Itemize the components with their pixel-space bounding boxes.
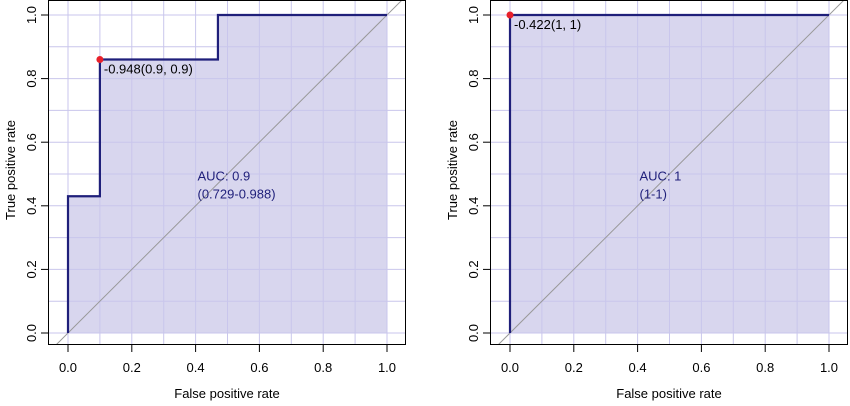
y-tick-label: 0.0 — [466, 324, 481, 342]
y-axis-label: True positive rate — [3, 120, 18, 220]
threshold-point — [506, 11, 514, 19]
auc-ci-label: (1-1) — [640, 186, 667, 201]
auc-ci-label: (0.729-0.988) — [198, 186, 276, 201]
threshold-label: -0.422(1, 1) — [514, 17, 581, 32]
x-tick-label: 0.0 — [59, 360, 77, 375]
diagonal-line — [55, 0, 403, 345]
plot-frame — [490, 0, 848, 345]
y-tick-label: 0.2 — [466, 260, 481, 278]
y-tick-label: 1.0 — [24, 6, 39, 24]
x-axis-label: False positive rate — [616, 386, 722, 401]
x-tick-label: 0.6 — [250, 360, 268, 375]
y-tick-label: 0.8 — [24, 70, 39, 88]
x-tick-label: 0.2 — [123, 360, 141, 375]
plot-frame — [48, 0, 406, 345]
y-tick-label: 0.4 — [24, 197, 39, 215]
auc-label: AUC: 0.9 — [198, 168, 251, 183]
threshold-label: -0.948(0.9, 0.9) — [104, 62, 193, 77]
x-tick-label: 0.4 — [187, 360, 205, 375]
y-tick-label: 0.0 — [24, 324, 39, 342]
roc-panel-1: 0.0 0.0 0.2 0.2 0.4 0.4 0.6 0.6 0.8 0.8 1.0 1.0 Fals… — [3, 0, 406, 401]
y-tick-label: 0.6 — [466, 133, 481, 151]
y-tick-label: 1.0 — [466, 6, 481, 24]
x-tick-label: 0.0 — [501, 360, 519, 375]
y-tick-label: 0.6 — [24, 133, 39, 151]
plot-area — [48, 0, 406, 345]
x-tick-label: 0.2 — [565, 360, 583, 375]
x-tick-label: 0.8 — [756, 360, 774, 375]
x-tick-label: 1.0 — [820, 360, 838, 375]
x-tick-label: 0.8 — [314, 360, 332, 375]
x-tick-label: 1.0 — [378, 360, 396, 375]
x-tick-label: 0.4 — [629, 360, 647, 375]
y-tick-label: 0.8 — [466, 70, 481, 88]
auc-label: AUC: 1 — [640, 168, 682, 183]
diagonal-line — [497, 0, 845, 345]
y-tick-label: 0.2 — [24, 260, 39, 278]
roc-panel-2: 0.0 0.0 0.2 0.2 0.4 0.4 0.6 0.6 0.8 0.8 1.0 1.0 Fals… — [445, 0, 848, 401]
y-tick-label: 0.4 — [466, 197, 481, 215]
y-axis-label: True positive rate — [445, 120, 460, 220]
x-axis-label: False positive rate — [174, 386, 280, 401]
threshold-point — [96, 56, 104, 64]
x-tick-label: 0.6 — [692, 360, 710, 375]
